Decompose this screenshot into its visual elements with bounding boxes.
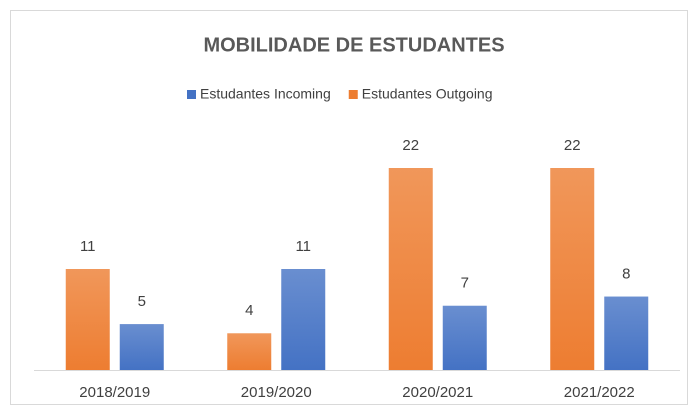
value-label: 5	[138, 293, 146, 310]
x-tick-label: 2020/2021	[402, 384, 473, 401]
x-tick-label: 2018/2019	[79, 384, 150, 401]
legend-label: Estudantes Incoming	[200, 86, 331, 102]
value-label: 22	[564, 137, 581, 154]
value-label: 11	[80, 238, 96, 255]
bar	[281, 269, 326, 370]
bar	[119, 324, 164, 370]
value-label: 8	[622, 266, 630, 283]
x-tick-label: 2019/2020	[241, 384, 312, 401]
value-label: 22	[402, 137, 419, 154]
bar	[65, 269, 110, 370]
bar	[388, 168, 433, 370]
value-label: 4	[245, 302, 253, 319]
bar	[604, 296, 649, 370]
value-label: 11	[295, 238, 311, 255]
bar	[227, 333, 272, 370]
legend-swatch	[187, 90, 196, 99]
chart-title: MOBILIDADE DE ESTUDANTES	[203, 34, 504, 56]
x-tick-label: 2021/2022	[564, 384, 635, 401]
legend-swatch	[348, 90, 358, 99]
legend-label: Estudantes Outgoing	[362, 86, 493, 102]
value-label: 7	[461, 275, 469, 292]
bar	[442, 305, 487, 370]
bar	[550, 168, 595, 370]
